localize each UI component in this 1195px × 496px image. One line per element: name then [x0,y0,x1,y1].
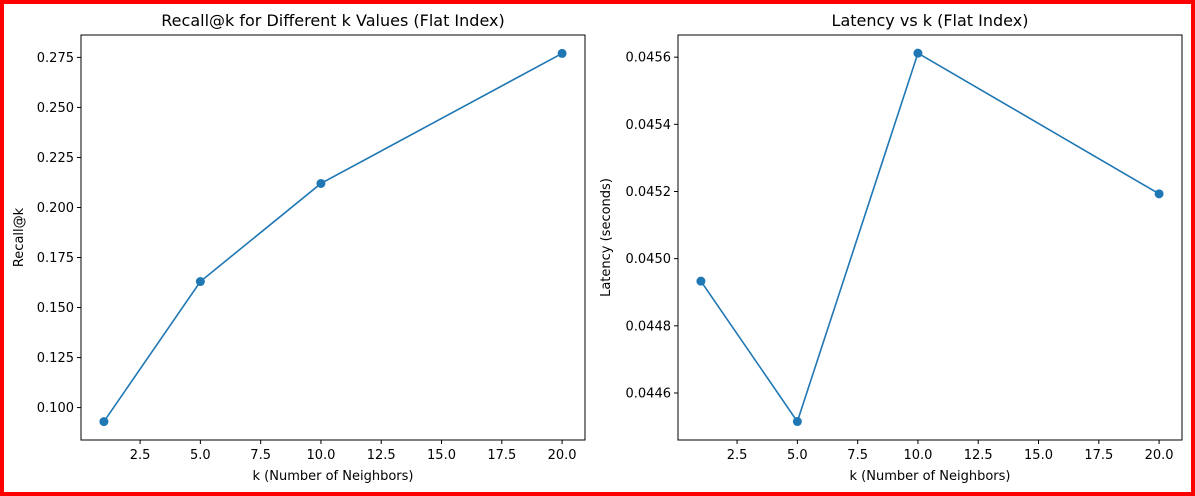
x-tick-label: 15.0 [427,448,456,463]
x-tick-label: 15.0 [1024,448,1053,463]
data-point [913,48,923,58]
y-tick-label: 0.150 [37,301,74,316]
x-tick-label: 17.5 [1084,448,1113,463]
x-tick-label: 2.5 [727,448,748,463]
x-tick-label: 12.5 [367,448,396,463]
y-axis-label: Latency (seconds) [599,178,614,297]
chart-title: Latency vs k (Flat Index) [832,11,1029,30]
y-tick-label: 0.200 [37,201,74,216]
y-tick-label: 0.0446 [626,386,672,401]
y-tick-label: 0.275 [37,51,74,66]
chart-title: Recall@k for Different k Values (Flat In… [161,11,504,30]
chart-2: Latency vs k (Flat Index) 2.5 5.0 7.5 10.0 12… [599,11,1183,484]
series-line [700,51,1160,424]
data-point [557,48,567,58]
data-point [1154,189,1164,199]
y-axis-label: Recall@k [12,207,27,267]
x-tick-label: 7.5 [847,448,868,463]
x-axis-label: k (Number of Neighbors) [253,469,414,484]
y-tick-label: 0.0452 [626,185,672,200]
y-tick-label: 0.0454 [626,118,672,133]
data-point [792,417,802,427]
x-axis-label: k (Number of Neighbors) [850,469,1011,484]
y-tick-label: 0.100 [37,401,74,416]
x-tick-label: 12.5 [964,448,993,463]
data-point [99,417,109,427]
y-tick-label: 0.250 [37,101,74,116]
x-tick-label: 2.5 [130,448,151,463]
x-tick-label: 17.5 [487,448,516,463]
x-tick-label: 10.0 [306,448,335,463]
y-tick-label: 0.175 [37,251,74,266]
x-tick-label: 7.5 [250,448,271,463]
x-tick-label: 5.0 [190,448,211,463]
chart-1: Recall@k for Different k Values (Flat In… [12,11,586,484]
x-tick-label: 20.0 [548,448,577,463]
y-tick-label: 0.0450 [626,252,672,267]
plot-area [80,34,586,441]
y-tick-label: 0.0448 [626,319,672,334]
y-tick-label: 0.0456 [626,51,672,66]
data-point [316,178,326,188]
y-tick-label: 0.125 [37,351,74,366]
series-line [103,52,563,423]
x-tick-label: 5.0 [787,448,808,463]
plot-area [677,34,1183,441]
x-tick-label: 20.0 [1145,448,1174,463]
y-tick-label: 0.225 [37,151,74,166]
data-point [696,276,706,286]
x-tick-label: 10.0 [903,448,932,463]
data-point [195,277,205,287]
